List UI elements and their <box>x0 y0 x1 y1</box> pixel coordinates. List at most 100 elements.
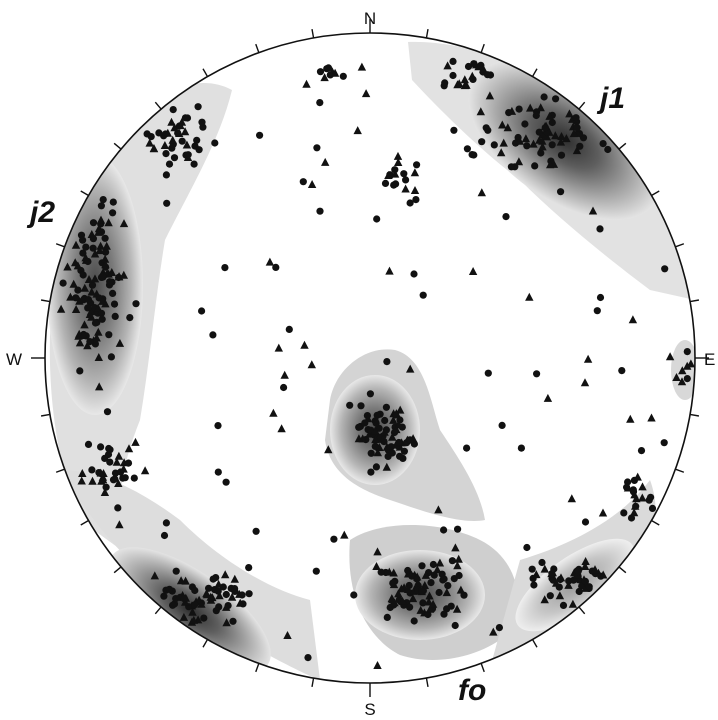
pole-marker-circle <box>596 225 604 233</box>
pole-marker-circle <box>441 79 449 87</box>
pole-marker-triangle <box>433 565 442 574</box>
pole-marker-triangle <box>140 466 150 475</box>
azimuth-tick <box>311 677 315 688</box>
pole-marker-triangle <box>678 366 687 375</box>
pole-marker-circle <box>585 583 593 591</box>
pole-marker-triangle <box>87 230 96 238</box>
pole-marker-circle <box>316 99 324 107</box>
pole-marker-triangle <box>521 134 531 143</box>
pole-marker-triangle <box>515 136 524 145</box>
pole-marker-circle <box>221 264 229 272</box>
pole-marker-triangle <box>180 127 190 136</box>
pole-marker-triangle <box>78 469 87 477</box>
pole-marker-circle <box>430 571 438 579</box>
pole-marker-triangle <box>150 571 159 580</box>
pole-marker-circle <box>548 118 556 127</box>
pole-marker-circle <box>180 594 188 602</box>
pole-marker-circle <box>209 331 217 339</box>
pole-marker-triangle <box>269 408 278 417</box>
pole-marker-circle <box>109 289 117 297</box>
azimuth-tick <box>311 28 315 39</box>
pole-marker-triangle <box>647 413 656 422</box>
azimuth-tick <box>113 142 122 150</box>
pole-marker-circle <box>245 564 253 572</box>
pole-marker-circle <box>74 286 82 294</box>
pole-marker-triangle <box>421 570 431 579</box>
pole-marker-triangle <box>277 424 286 433</box>
pole-marker-triangle <box>236 598 245 607</box>
pole-marker-triangle <box>385 266 394 275</box>
pole-marker-triangle <box>197 599 206 608</box>
azimuth-tick <box>689 299 700 303</box>
pole-marker-triangle <box>283 631 292 639</box>
pole-marker-circle <box>468 151 476 159</box>
pole-marker-triangle <box>416 605 425 614</box>
pole-marker-triangle <box>181 597 190 606</box>
pole-marker-circle <box>212 607 220 615</box>
pole-marker-triangle <box>404 585 413 593</box>
pole-marker-circle <box>381 179 390 187</box>
pole-marker-circle <box>109 476 118 484</box>
pole-marker-circle <box>114 504 122 512</box>
pole-marker-triangle <box>392 425 401 434</box>
pole-marker-triangle <box>525 292 534 301</box>
pole-marker-circle <box>683 375 691 383</box>
pole-marker-triangle <box>92 333 101 342</box>
pole-marker-circle <box>383 613 391 622</box>
pole-marker-circle <box>532 111 540 120</box>
pole-marker-circle <box>575 587 583 596</box>
azimuth-tick <box>618 142 627 150</box>
azimuth-tick <box>55 243 65 248</box>
pole-marker-circle <box>391 166 399 174</box>
pole-marker-circle <box>130 474 138 482</box>
pole-marker-circle <box>371 442 379 450</box>
azimuth-tick <box>675 243 685 248</box>
azimuth-ticks <box>31 19 709 697</box>
pole-marker-triangle <box>413 572 422 581</box>
pole-marker-circle <box>102 483 110 491</box>
pole-marker-circle <box>406 199 414 207</box>
pole-marker-triangle <box>145 138 154 147</box>
pole-marker-circle <box>455 571 463 580</box>
pole-marker-circle <box>540 93 548 101</box>
pole-marker-circle <box>444 582 452 590</box>
pole-marker-triangle <box>551 131 560 140</box>
pole-marker-circle <box>88 466 96 474</box>
pole-marker-triangle <box>390 169 400 178</box>
pole-marker-triangle <box>424 597 433 606</box>
pole-marker-circle <box>339 72 347 80</box>
pole-marker-triangle <box>307 180 317 188</box>
pole-marker-triangle <box>499 138 508 147</box>
pole-marker-triangle <box>388 595 397 604</box>
pole-marker-circle <box>272 263 280 271</box>
pole-marker-circle <box>413 161 421 169</box>
pole-marker-triangle <box>489 627 498 636</box>
pole-marker-circle <box>79 236 87 244</box>
pole-marker-circle <box>454 525 462 533</box>
pole-marker-circle <box>531 162 539 170</box>
pole-marker-circle <box>557 188 565 196</box>
pole-marker-circle <box>109 209 117 217</box>
set-label-fo: fo <box>458 674 486 707</box>
pole-marker-circle <box>214 468 222 476</box>
pole-marker-circle <box>533 370 541 378</box>
pole-marker-circle <box>410 617 418 625</box>
pole-marker-circle <box>222 590 230 599</box>
pole-marker-triangle <box>354 434 364 443</box>
density-contours <box>47 41 695 680</box>
pole-marker-circle <box>79 271 87 279</box>
pole-marker-triangle <box>265 257 275 266</box>
pole-marker-circle <box>381 416 389 425</box>
pole-marker-circle <box>106 458 114 466</box>
pole-marker-circle <box>372 419 380 427</box>
pole-marker-circle <box>102 263 110 271</box>
pole-marker-circle <box>530 581 538 589</box>
azimuth-tick <box>425 677 429 688</box>
azimuth-tick <box>578 101 586 110</box>
pole-marker-triangle <box>394 158 403 166</box>
pole-marker-circle <box>98 315 106 323</box>
pole-marker-circle <box>304 654 312 662</box>
pole-marker-circle <box>350 591 358 599</box>
pole-marker-triangle <box>543 393 553 402</box>
pole-marker-triangle <box>119 464 128 473</box>
